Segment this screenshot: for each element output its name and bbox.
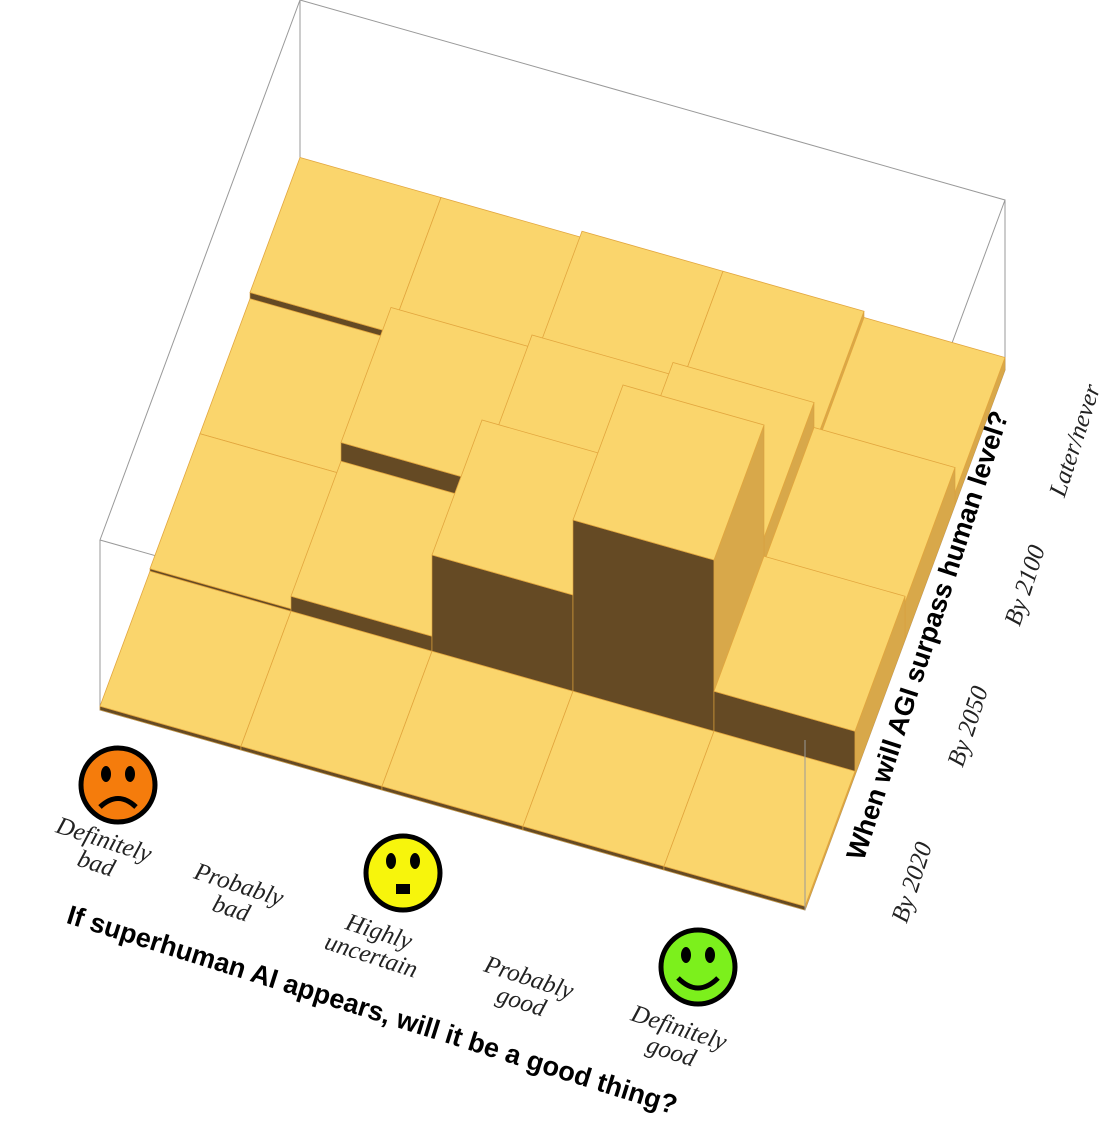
face-icon-neutral xyxy=(363,833,443,913)
bar-top xyxy=(572,384,765,561)
bars xyxy=(99,157,1006,911)
bar-top xyxy=(663,730,856,907)
face-icon-sad xyxy=(78,745,158,825)
bar-top xyxy=(713,555,906,732)
face-icon-happy xyxy=(658,927,738,1007)
